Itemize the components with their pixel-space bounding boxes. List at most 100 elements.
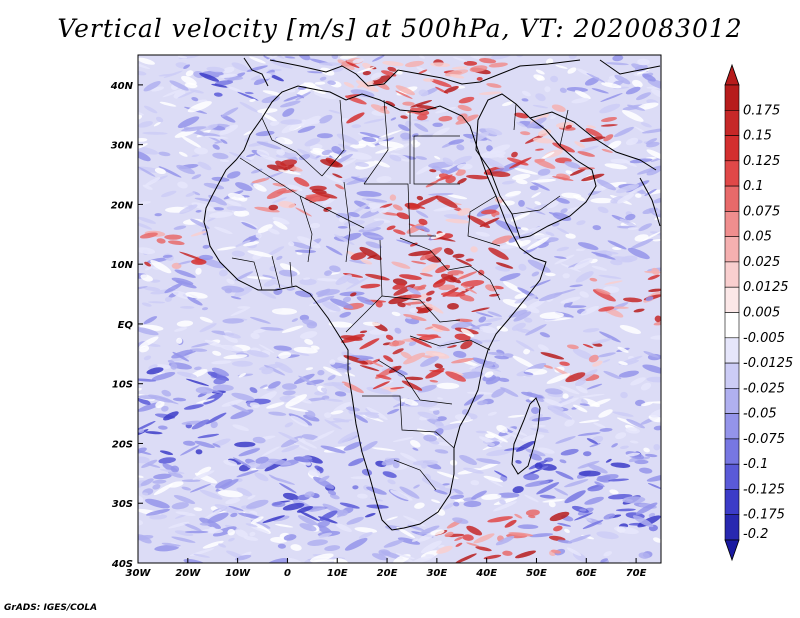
field-cell (471, 307, 490, 312)
field-cell (432, 122, 444, 128)
axis-labels: 30W 20W 10W 0 10E 20E 30E 40E 50E 60E 70E 40N 30N 20N… (110, 81, 647, 579)
field-cell (641, 128, 661, 134)
field-cell (480, 156, 505, 169)
field-cell (263, 364, 286, 376)
field-cell (608, 478, 630, 482)
field-cell (350, 176, 368, 183)
field-cell (144, 177, 161, 187)
field-cell (237, 91, 259, 101)
field-cell (320, 445, 346, 454)
field-cell (366, 486, 387, 495)
field-cell (470, 338, 483, 344)
field-cell (335, 184, 345, 190)
field-cell (555, 470, 574, 480)
field-cell (238, 512, 262, 519)
field-cell (198, 254, 214, 261)
field-cell (148, 301, 166, 304)
field-cell (501, 200, 515, 206)
field-cell (470, 246, 478, 253)
field-cell (138, 395, 158, 400)
field-cell (202, 540, 224, 549)
field-cell (359, 132, 382, 139)
field-cell (393, 229, 406, 235)
field-cell (434, 421, 445, 429)
field-cell (295, 207, 312, 217)
field-cell (172, 397, 187, 402)
field-cell (457, 207, 471, 216)
field-cell (583, 451, 592, 457)
field-cell (571, 97, 590, 104)
field-cell (491, 235, 513, 245)
field-cell (582, 328, 600, 333)
field-cell (294, 290, 314, 298)
field-cell (519, 232, 534, 237)
field-cell (256, 149, 270, 158)
field-cell (603, 513, 616, 520)
field-cell (636, 166, 661, 175)
field-cell (192, 191, 201, 196)
field-cell (138, 201, 151, 206)
field-cell (314, 81, 326, 85)
field-cell (189, 483, 212, 493)
field-cell (601, 82, 622, 89)
field-cell (594, 250, 619, 255)
field-cell (490, 55, 514, 60)
field-cell (273, 55, 285, 59)
field-cell (257, 108, 278, 114)
field-cell (632, 515, 654, 528)
field-cell (452, 517, 469, 524)
field-cell (455, 318, 473, 322)
field-cell (223, 354, 248, 360)
field-cell (486, 145, 493, 152)
field-cell (359, 365, 380, 372)
field-cell (541, 151, 555, 160)
field-cell (243, 536, 259, 541)
field-cell (495, 154, 505, 158)
field-cell (224, 332, 241, 339)
field-cell (524, 317, 533, 323)
field-cell (587, 485, 604, 492)
field-cell (334, 391, 347, 397)
field-cell (529, 185, 539, 191)
field-cell (337, 431, 359, 444)
field-cell (183, 440, 196, 446)
field-cell (208, 211, 233, 218)
field-cell (515, 440, 535, 452)
field-cell (401, 380, 423, 391)
field-cell (412, 447, 419, 451)
field-cell (580, 305, 599, 316)
field-cell (144, 498, 170, 509)
field-cell (416, 195, 424, 201)
field-cell (557, 522, 572, 527)
field-cell (250, 332, 260, 340)
field-cell (449, 494, 465, 500)
field-cell (409, 307, 419, 313)
colorbar-swatch (724, 387, 740, 414)
field-cell (390, 152, 411, 162)
field-cell (167, 359, 175, 364)
field-cell (169, 80, 189, 91)
field-cell (283, 164, 295, 171)
field-cell (579, 136, 606, 143)
field-cell (511, 151, 518, 158)
field-cell (461, 285, 478, 294)
field-cell (584, 516, 593, 522)
field-cell (191, 97, 199, 102)
field-cell (654, 315, 661, 323)
field-cell (369, 497, 384, 502)
field-cell (355, 162, 369, 167)
field-cell (413, 119, 430, 122)
field-cell (366, 386, 392, 395)
field-cell (204, 135, 229, 139)
field-cell (574, 512, 594, 521)
field-cell (250, 516, 264, 524)
x-tick-label: 70E (626, 568, 647, 579)
field-cell (603, 134, 614, 142)
colorbar-label: -0.175 (743, 508, 785, 523)
field-cell (192, 470, 215, 480)
field-cell (620, 391, 628, 399)
field-cell (282, 390, 296, 396)
field-cell (618, 361, 628, 366)
field-cell (454, 414, 471, 422)
field-cell (329, 359, 336, 365)
